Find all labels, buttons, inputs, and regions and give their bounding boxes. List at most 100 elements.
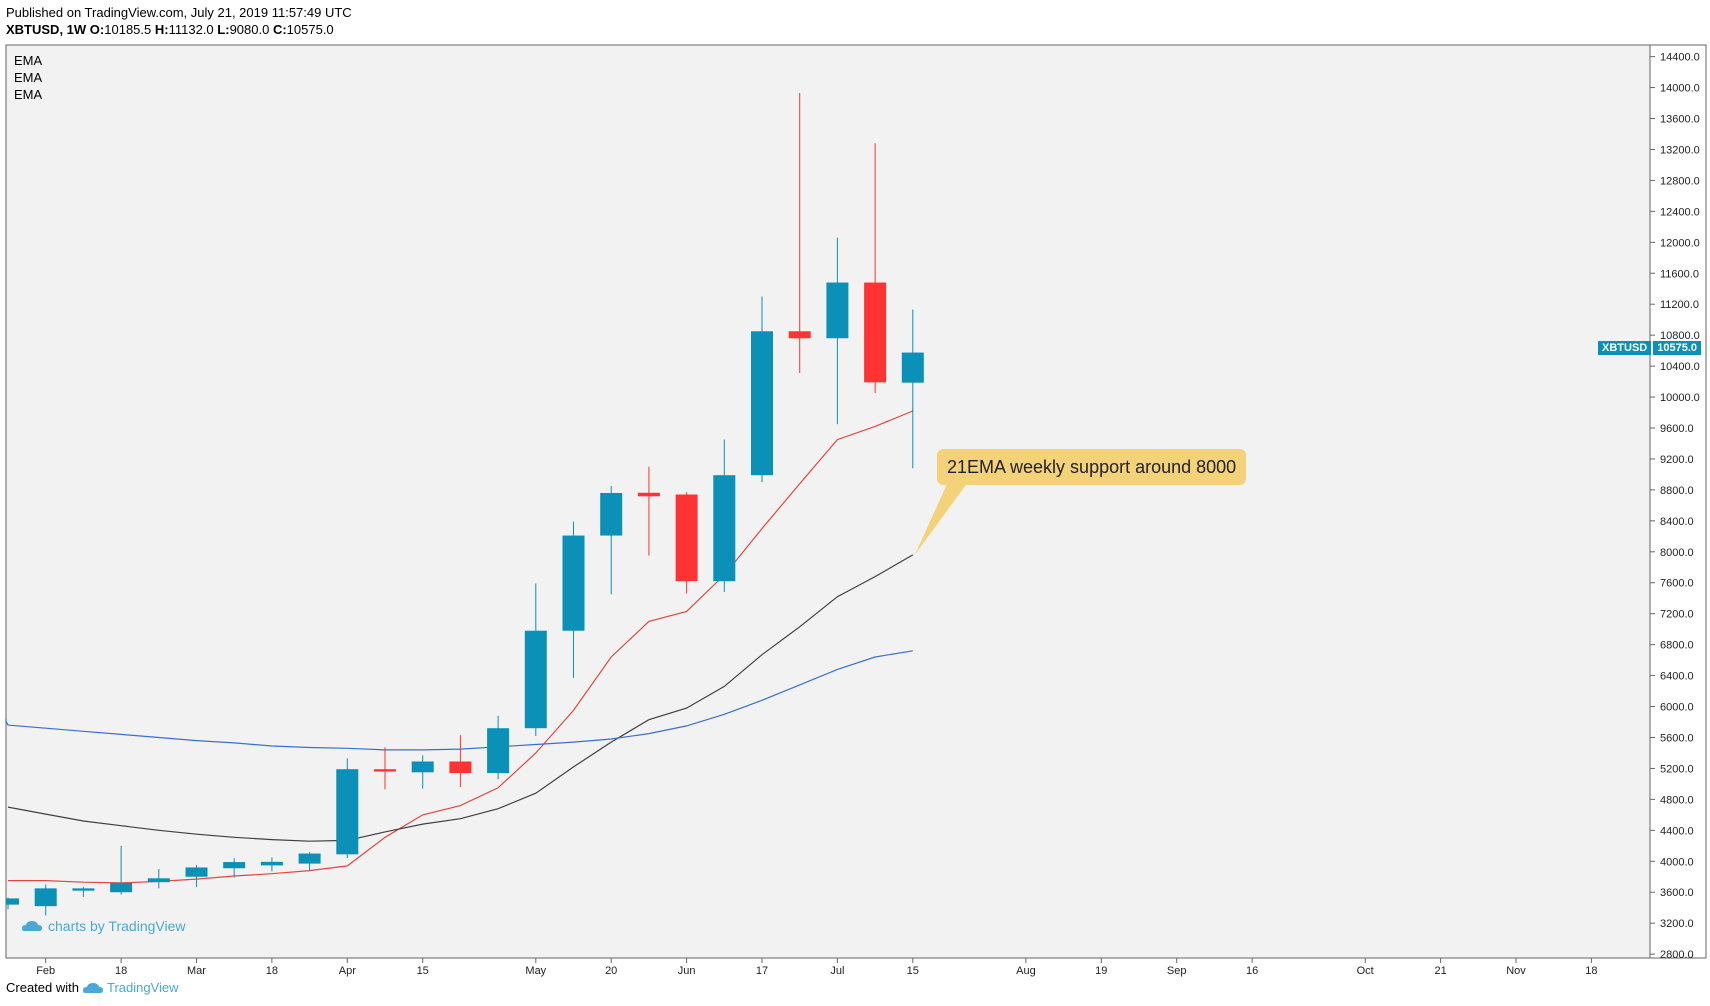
x-tick-label: 20 bbox=[605, 965, 617, 977]
y-tick-label: 4000.0 bbox=[1660, 856, 1694, 868]
y-tick-label: 9600.0 bbox=[1660, 423, 1694, 435]
candle bbox=[411, 755, 434, 789]
x-tick-label: 18 bbox=[266, 965, 278, 977]
y-tick-label: 8800.0 bbox=[1660, 485, 1694, 497]
candle bbox=[336, 758, 359, 859]
y-tick-label: 8000.0 bbox=[1660, 547, 1694, 559]
x-tick-label: Aug bbox=[1016, 965, 1036, 977]
annotation-pointer bbox=[914, 482, 968, 555]
candle-body bbox=[411, 761, 434, 773]
ema-line bbox=[5, 650, 913, 751]
candle-body bbox=[147, 878, 170, 883]
y-tick-label: 10400.0 bbox=[1660, 361, 1700, 373]
cloud-icon bbox=[22, 921, 42, 931]
ema-legend-item[interactable]: EMA bbox=[14, 70, 43, 85]
tradingview-watermark[interactable]: charts by TradingView bbox=[22, 918, 185, 934]
indicator-legend: EMA EMA EMA bbox=[14, 52, 42, 103]
y-tick-label: 13200.0 bbox=[1660, 144, 1700, 156]
candle-body bbox=[6, 898, 19, 905]
open-value: 10185.5 bbox=[104, 22, 152, 37]
x-tick-label: 15 bbox=[417, 965, 429, 977]
candle-body bbox=[223, 862, 246, 869]
x-tick-label: Mar bbox=[187, 965, 206, 977]
high-label: H: bbox=[154, 22, 169, 37]
watermark-text: charts by TradingView bbox=[48, 918, 186, 934]
y-tick-label: 12800.0 bbox=[1660, 175, 1700, 187]
y-tick-label: 7200.0 bbox=[1660, 609, 1694, 621]
x-tick-label: 15 bbox=[907, 965, 919, 977]
candle bbox=[562, 521, 585, 678]
close-value: 10575.0 bbox=[286, 22, 334, 37]
x-tick-label: May bbox=[525, 965, 546, 977]
candle-body bbox=[524, 630, 547, 729]
price-tag-value: 10575.0 bbox=[1653, 341, 1701, 355]
candle-body bbox=[336, 769, 359, 855]
candle bbox=[788, 92, 811, 374]
candle bbox=[524, 583, 547, 736]
candle-body bbox=[449, 761, 472, 774]
ema-legend-item[interactable]: EMA bbox=[14, 87, 43, 102]
x-tick-label: Jul bbox=[830, 965, 844, 977]
candle-body bbox=[298, 853, 321, 864]
x-tick-label: 18 bbox=[115, 965, 127, 977]
candle bbox=[713, 439, 736, 593]
candle bbox=[260, 857, 283, 872]
x-tick-label: 17 bbox=[756, 965, 768, 977]
candle bbox=[449, 735, 472, 788]
candle-body bbox=[260, 861, 283, 866]
published-line: Published on TradingView.com, July 21, 2… bbox=[6, 5, 352, 20]
candle bbox=[751, 296, 773, 483]
y-tick-label: 7600.0 bbox=[1660, 578, 1694, 590]
candle-body bbox=[72, 888, 95, 891]
x-tick-label: Apr bbox=[339, 965, 356, 977]
ema-legend-item[interactable]: EMA bbox=[14, 53, 43, 68]
ohlc-line: XBTUSD, 1W O:10185.5 H:11132.0 L:9080.0 … bbox=[6, 21, 352, 38]
candle-body bbox=[713, 475, 736, 582]
y-tick-label: 12000.0 bbox=[1660, 237, 1700, 249]
x-tick-label: 19 bbox=[1095, 965, 1107, 977]
candle-body bbox=[487, 728, 510, 774]
y-tick-label: 5200.0 bbox=[1660, 763, 1694, 775]
x-tick-label: 16 bbox=[1246, 965, 1258, 977]
candle bbox=[374, 747, 396, 790]
y-tick-label: 2800.0 bbox=[1660, 949, 1694, 961]
x-tick-label: Nov bbox=[1506, 965, 1526, 977]
candle-body bbox=[901, 352, 924, 383]
candle-body bbox=[675, 494, 698, 582]
candle-body bbox=[826, 282, 849, 339]
x-tick-label: Feb bbox=[36, 965, 55, 977]
candle-body bbox=[637, 492, 660, 497]
candle-body bbox=[788, 331, 811, 339]
annotation-callout[interactable]: 21EMA weekly support around 8000 bbox=[937, 449, 1247, 485]
ema-line bbox=[7, 554, 914, 842]
candle bbox=[901, 309, 924, 469]
y-tick-label: 8400.0 bbox=[1660, 516, 1694, 528]
low-value: 9080.0 bbox=[229, 22, 270, 37]
price-axis bbox=[1649, 44, 1707, 959]
plot-area bbox=[5, 44, 1651, 959]
footer-brand[interactable]: TradingView bbox=[106, 980, 179, 995]
candle bbox=[6, 897, 19, 910]
y-tick-label: 10000.0 bbox=[1660, 392, 1700, 404]
last-price-tag: XBTUSD 10575.0 bbox=[1598, 341, 1701, 355]
candle bbox=[600, 486, 623, 595]
candle bbox=[826, 237, 849, 425]
y-tick-label: 6400.0 bbox=[1660, 671, 1694, 683]
symbol-label: XBTUSD, 1W bbox=[6, 22, 87, 37]
candle-body bbox=[34, 888, 57, 907]
high-value: 11132.0 bbox=[168, 22, 214, 37]
y-tick-label: 14400.0 bbox=[1660, 52, 1700, 64]
close-label: C: bbox=[272, 22, 287, 37]
candle-body bbox=[185, 867, 208, 877]
candle bbox=[864, 143, 887, 394]
chart-header: Published on TradingView.com, July 21, 2… bbox=[6, 4, 352, 38]
y-tick-label: 14000.0 bbox=[1660, 83, 1700, 95]
candle-body bbox=[562, 535, 585, 631]
y-tick-label: 9200.0 bbox=[1660, 454, 1694, 466]
y-tick-label: 11600.0 bbox=[1660, 268, 1699, 280]
x-tick-label: 21 bbox=[1434, 965, 1446, 977]
x-tick-label: Jun bbox=[678, 965, 696, 977]
candle bbox=[34, 884, 57, 916]
candle bbox=[675, 492, 698, 594]
